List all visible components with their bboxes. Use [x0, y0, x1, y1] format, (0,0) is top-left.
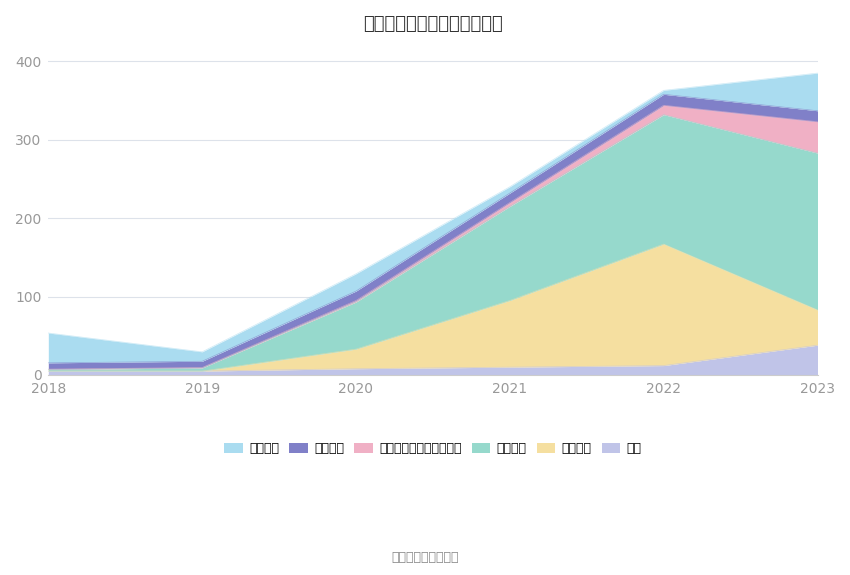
Title: 历年主要负债堆积图（亿元）: 历年主要负债堆积图（亿元）: [363, 15, 503, 33]
Legend: 短期借款, 应付账款, 一年内到期的非流动负债, 长期借款, 租赁负债, 其它: 短期借款, 应付账款, 一年内到期的非流动负债, 长期借款, 租赁负债, 其它: [219, 437, 647, 460]
Text: 数据来源：恒生聚源: 数据来源：恒生聚源: [391, 551, 459, 564]
